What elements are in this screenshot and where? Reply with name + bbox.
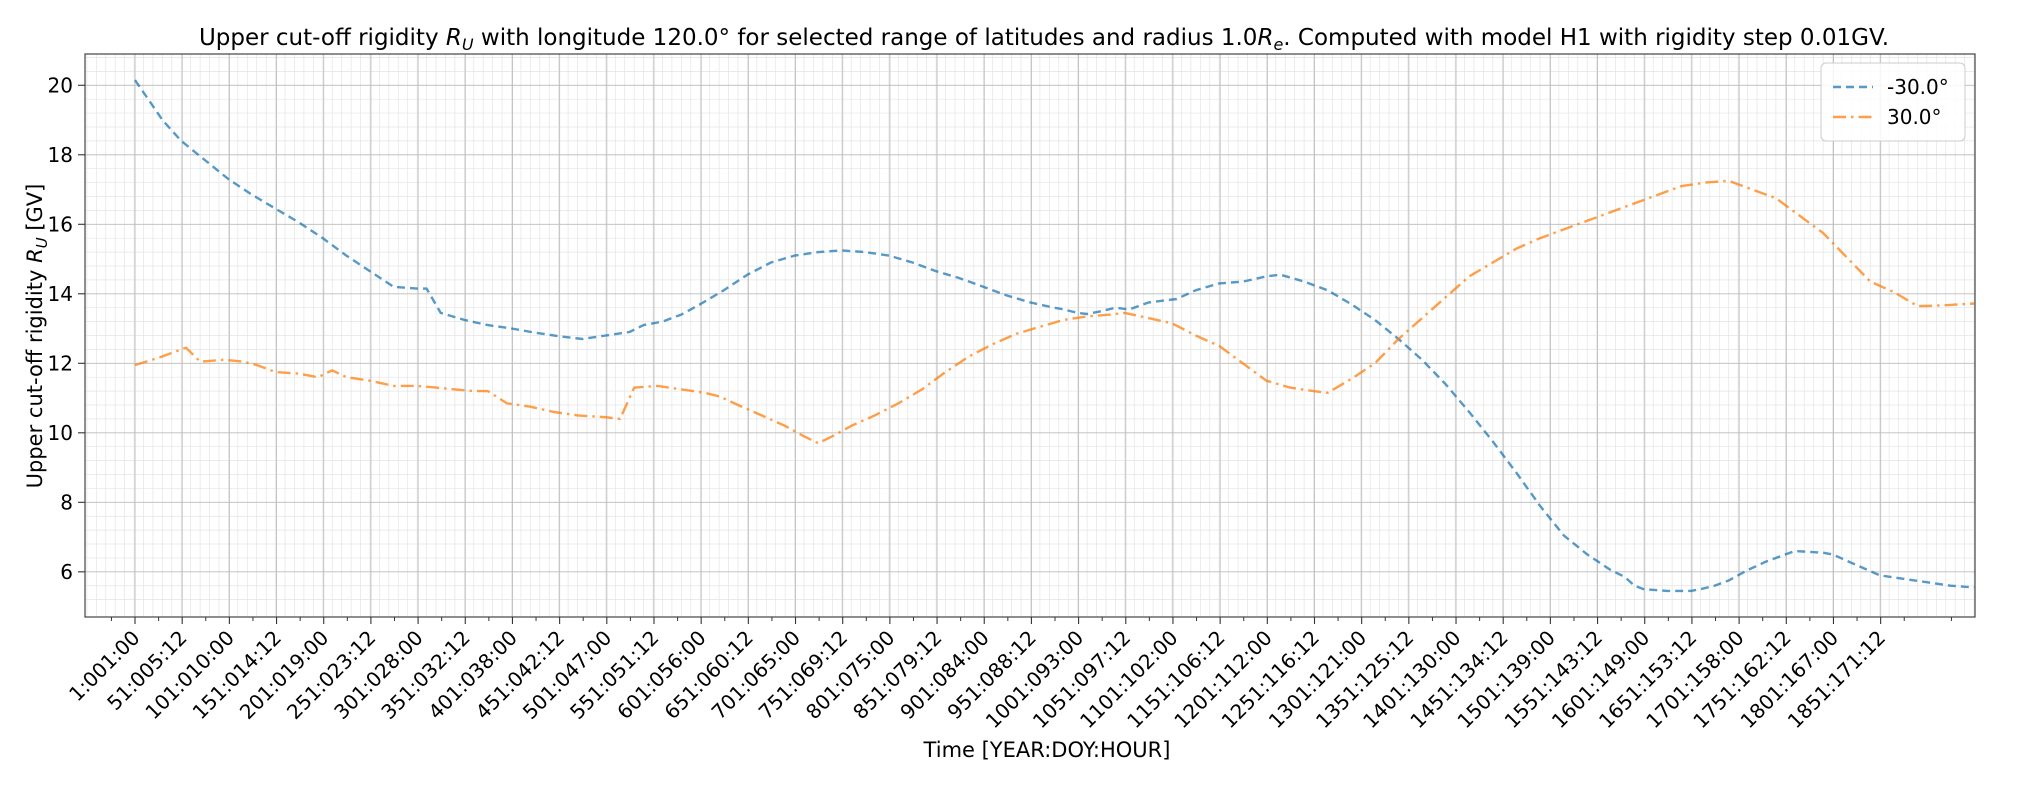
plot-frame xyxy=(84,53,1976,618)
legend-label-1: 30.0° xyxy=(1887,105,1942,129)
x-axis-label: Time [YEAR:DOY:HOUR] xyxy=(923,738,1171,762)
y-tick-label: 8 xyxy=(60,490,73,514)
legend-box xyxy=(1820,62,1966,142)
minor-gridlines xyxy=(85,54,1975,617)
y-axis-label: Upper cut-off rigidity RU [GV] xyxy=(23,184,51,489)
chart-title: Upper cut-off rigidity RU with longitude… xyxy=(199,25,1889,54)
series-lines xyxy=(134,79,1975,593)
legend: -30.0° 30.0° xyxy=(1820,62,1966,142)
legend-label-0: -30.0° xyxy=(1887,75,1949,99)
y-axis-ticks: 6 8 10 12 14 16 18 20 xyxy=(48,73,85,584)
y-tick-label: 12 xyxy=(48,351,73,375)
major-gridlines xyxy=(85,54,1975,617)
y-tick-label: 14 xyxy=(48,282,73,306)
y-tick-label: 10 xyxy=(48,421,73,445)
y-tick-label: 16 xyxy=(48,212,73,236)
y-tick-label: 20 xyxy=(48,73,73,97)
series-line-1 xyxy=(134,179,1975,445)
y-tick-label: 6 xyxy=(60,560,73,584)
series-line-0 xyxy=(134,79,1975,593)
y-tick-label: 18 xyxy=(48,143,73,167)
